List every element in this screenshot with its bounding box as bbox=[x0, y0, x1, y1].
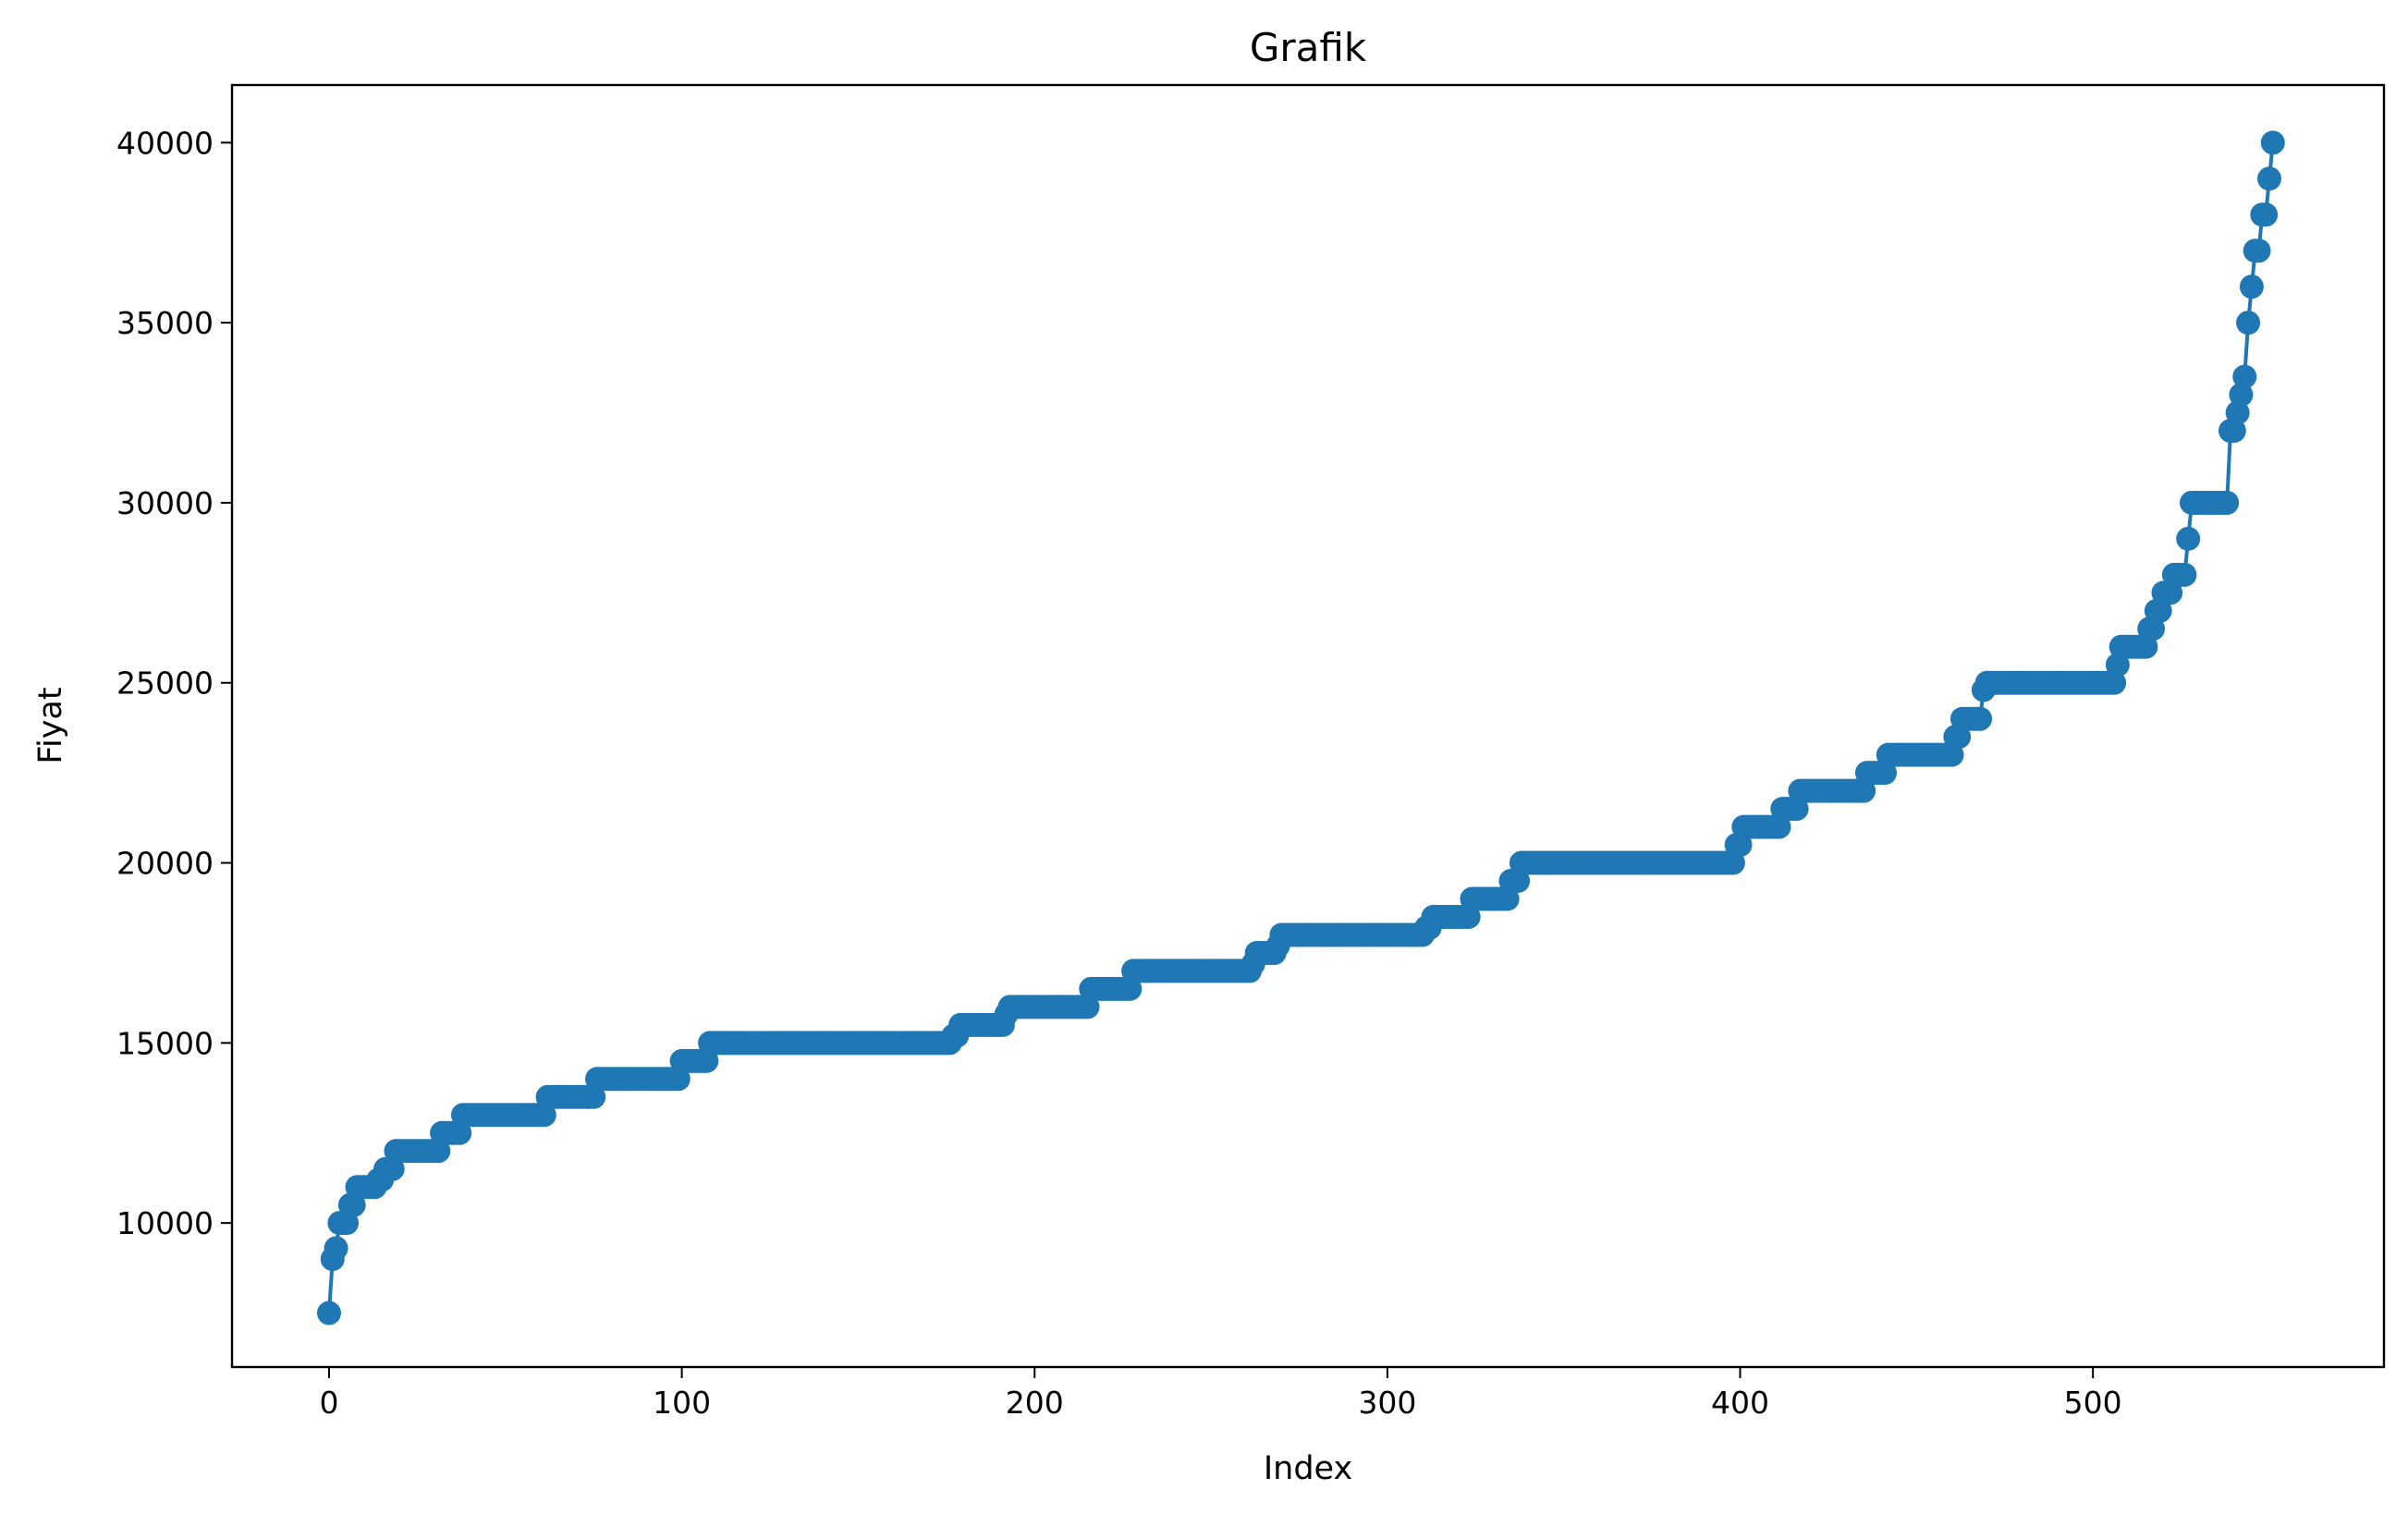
data-point bbox=[1118, 976, 1143, 1001]
data-point bbox=[324, 1236, 348, 1261]
data-point bbox=[341, 1192, 366, 1217]
data-point bbox=[1947, 725, 1972, 750]
data-point bbox=[2239, 275, 2264, 299]
data-point bbox=[532, 1103, 556, 1128]
data-point bbox=[2172, 562, 2197, 587]
data-point bbox=[1784, 797, 1809, 822]
y-tick-label: 20000 bbox=[116, 846, 214, 882]
data-point bbox=[1075, 995, 1100, 1020]
plot-frame bbox=[230, 83, 2386, 1369]
data-point bbox=[2232, 364, 2257, 389]
y-tick-label: 25000 bbox=[116, 665, 214, 702]
x-tick-label: 0 bbox=[319, 1385, 338, 1421]
data-point bbox=[1720, 850, 1745, 875]
data-point bbox=[1495, 886, 1520, 911]
data-point bbox=[1456, 904, 1481, 929]
y-tick-label: 40000 bbox=[116, 125, 214, 161]
data-point bbox=[694, 1048, 719, 1073]
y-tick-label: 30000 bbox=[116, 485, 214, 521]
y-tick-label: 10000 bbox=[116, 1205, 214, 1241]
series-marks bbox=[316, 130, 2285, 1325]
data-point bbox=[2236, 311, 2261, 336]
data-point bbox=[2158, 580, 2183, 605]
data-point bbox=[2147, 598, 2172, 623]
data-point bbox=[335, 1211, 360, 1236]
data-point bbox=[2141, 617, 2166, 641]
data-point bbox=[1872, 761, 1897, 786]
data-point bbox=[447, 1120, 472, 1145]
x-tick-label: 200 bbox=[1006, 1385, 1064, 1421]
data-point bbox=[380, 1156, 405, 1181]
data-point bbox=[426, 1139, 451, 1164]
data-point bbox=[1728, 833, 1753, 858]
data-point bbox=[2260, 130, 2285, 155]
x-tick-label: 100 bbox=[653, 1385, 711, 1421]
data-point bbox=[2105, 653, 2130, 678]
data-point bbox=[2176, 526, 2201, 551]
x-axis: 0 100 200 300 400 500 bbox=[319, 1367, 2122, 1421]
data-point bbox=[1968, 706, 1993, 731]
data-point bbox=[2102, 670, 2127, 695]
data-point bbox=[1852, 778, 1876, 803]
data-point bbox=[2256, 166, 2281, 191]
data-point bbox=[581, 1084, 606, 1109]
x-tick-label: 400 bbox=[1711, 1385, 1769, 1421]
data-point bbox=[1939, 742, 1964, 767]
data-point bbox=[2225, 400, 2250, 425]
data-point bbox=[1506, 869, 1531, 894]
data-point bbox=[2246, 238, 2271, 263]
data-point bbox=[2215, 490, 2240, 515]
y-axis: 10000 15000 20000 25000 30000 35000 40000 bbox=[116, 125, 232, 1241]
y-axis-label: Fiyat bbox=[32, 687, 69, 763]
x-axis-label: Index bbox=[1264, 1450, 1352, 1487]
x-tick-label: 300 bbox=[1358, 1385, 1416, 1421]
data-point bbox=[316, 1300, 341, 1325]
data-point bbox=[2221, 419, 2246, 444]
data-point bbox=[2254, 202, 2279, 227]
data-point bbox=[2133, 634, 2158, 659]
y-tick-label: 15000 bbox=[116, 1025, 214, 1061]
x-tick-label: 500 bbox=[2064, 1385, 2122, 1421]
data-point bbox=[666, 1067, 691, 1092]
chart-title: Grafik bbox=[1250, 25, 1367, 70]
y-tick-label: 35000 bbox=[116, 305, 214, 341]
data-point bbox=[1766, 814, 1791, 839]
data-point bbox=[2229, 383, 2254, 408]
